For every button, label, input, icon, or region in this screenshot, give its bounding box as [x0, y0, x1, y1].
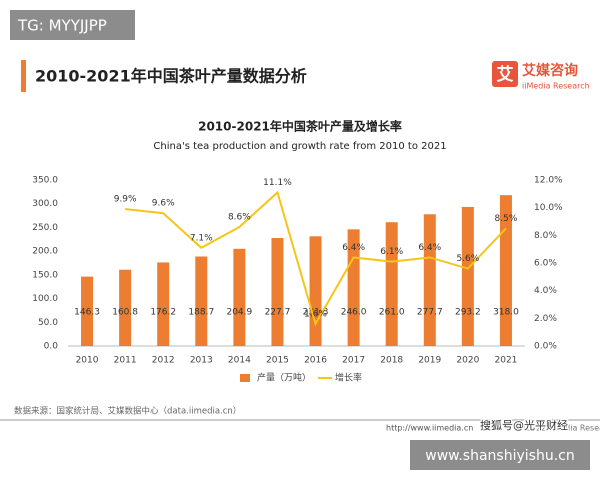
chart-subtitle: China's tea production and growth rate f… — [153, 141, 446, 152]
line-value-label: 8.6% — [228, 213, 251, 223]
bar — [271, 238, 284, 346]
legend-label: 增长率 — [335, 372, 362, 384]
x-tick-label: 2011 — [114, 356, 137, 366]
brand-en: iiMedia Research — [522, 82, 590, 91]
x-tick-label: 2018 — [380, 356, 403, 366]
y-tick-label: 200.0 — [32, 247, 58, 257]
x-tick-label: 2014 — [228, 356, 251, 366]
bar-value-label: 160.8 — [112, 308, 138, 318]
watermark-box — [10, 10, 135, 40]
bar-value-label: 293.2 — [455, 308, 481, 318]
bar — [385, 222, 398, 346]
bar-value-label: 176.2 — [150, 308, 176, 318]
overlay-watermark: 搜狐号@光平财经 — [480, 418, 568, 432]
footer-url: http://www.iimedia.cn — [386, 424, 473, 433]
line-value-label: 8.5% — [495, 214, 518, 224]
y-tick-label: 250.0 — [32, 223, 58, 233]
bar-value-label: 246.0 — [341, 308, 367, 318]
brand: 艾媒咨询 — [522, 62, 578, 79]
line-value-label: 6.1% — [380, 247, 403, 257]
y-tick-label: 150.0 — [32, 270, 58, 280]
bar — [233, 248, 246, 346]
bar-value-label: 204.9 — [226, 308, 252, 318]
bar-value-label: 231.3 — [303, 308, 329, 318]
logo-icon — [492, 61, 518, 87]
line-value-label: 9.6% — [152, 199, 175, 209]
bar-value-label: 277.7 — [417, 308, 443, 318]
bar-value-label: 261.0 — [379, 308, 405, 318]
logo-char: 艾 — [497, 64, 514, 85]
y2-tick-label: 2.0% — [534, 314, 557, 324]
site-box — [410, 440, 590, 470]
x-tick-label: 2013 — [190, 356, 213, 366]
x-tick-label: 2015 — [266, 356, 289, 366]
bar-value-label: 146.3 — [74, 308, 100, 318]
watermark: TG: MYYJJPP — [17, 17, 107, 35]
y-tick-label: 350.0 — [32, 176, 58, 186]
bar — [461, 206, 474, 346]
x-tick-label: 2012 — [152, 356, 175, 366]
source: 数据来源：国家统计局、艾媒数据中心（data.iimedia.cn） — [14, 406, 241, 417]
y2-tick-label: 10.0% — [534, 203, 563, 213]
legend-label: 产量（万吨） — [257, 372, 311, 384]
header-accent — [21, 60, 26, 92]
bar — [119, 269, 132, 346]
x-tick-label: 2017 — [342, 356, 365, 366]
legend-swatch — [240, 374, 250, 382]
footer-copyright: ©2022 iiMedia Research Inc — [518, 424, 600, 433]
bar-value-label: 188.7 — [188, 308, 214, 318]
bar-value-label: 227.7 — [265, 308, 291, 318]
line — [125, 190, 507, 327]
bar — [81, 276, 94, 346]
y-tick-label: 50.0 — [38, 318, 58, 328]
x-tick-label: 2021 — [495, 356, 518, 366]
y-tick-label: 300.0 — [32, 199, 58, 209]
line-value-label: 1.6% — [304, 309, 327, 319]
line-value-label: 5.6% — [456, 254, 479, 264]
site: www.shanshiyishu.cn — [425, 448, 574, 464]
y-tick-label: 100.0 — [32, 294, 58, 304]
line-value-label: 7.1% — [190, 233, 213, 243]
bar-value-label: 318.0 — [493, 308, 519, 318]
x-tick-label: 2016 — [304, 356, 327, 366]
y-tick-label: 0.0 — [44, 342, 59, 352]
y2-tick-label: 12.0% — [534, 176, 563, 186]
bar — [423, 214, 436, 346]
y2-tick-label: 8.0% — [534, 231, 557, 241]
chart-title: 2010-2021年中国茶叶产量及增长率 — [198, 119, 402, 134]
line-value-label: 6.4% — [418, 243, 441, 253]
bar — [157, 262, 170, 346]
y2-tick-label: 0.0% — [534, 342, 557, 352]
line-value-label: 11.1% — [263, 178, 292, 188]
x-tick-label: 2020 — [456, 356, 479, 366]
bar — [195, 256, 208, 346]
bar — [309, 236, 322, 346]
header-title: 2010-2021年中国茶叶产量数据分析 — [35, 67, 307, 86]
line-value-label: 9.9% — [114, 195, 137, 205]
x-tick-label: 2010 — [76, 356, 99, 366]
line-value-label: 6.4% — [342, 243, 365, 253]
y2-tick-label: 6.0% — [534, 259, 557, 269]
x-tick-label: 2019 — [418, 356, 441, 366]
y2-tick-label: 4.0% — [534, 286, 557, 296]
